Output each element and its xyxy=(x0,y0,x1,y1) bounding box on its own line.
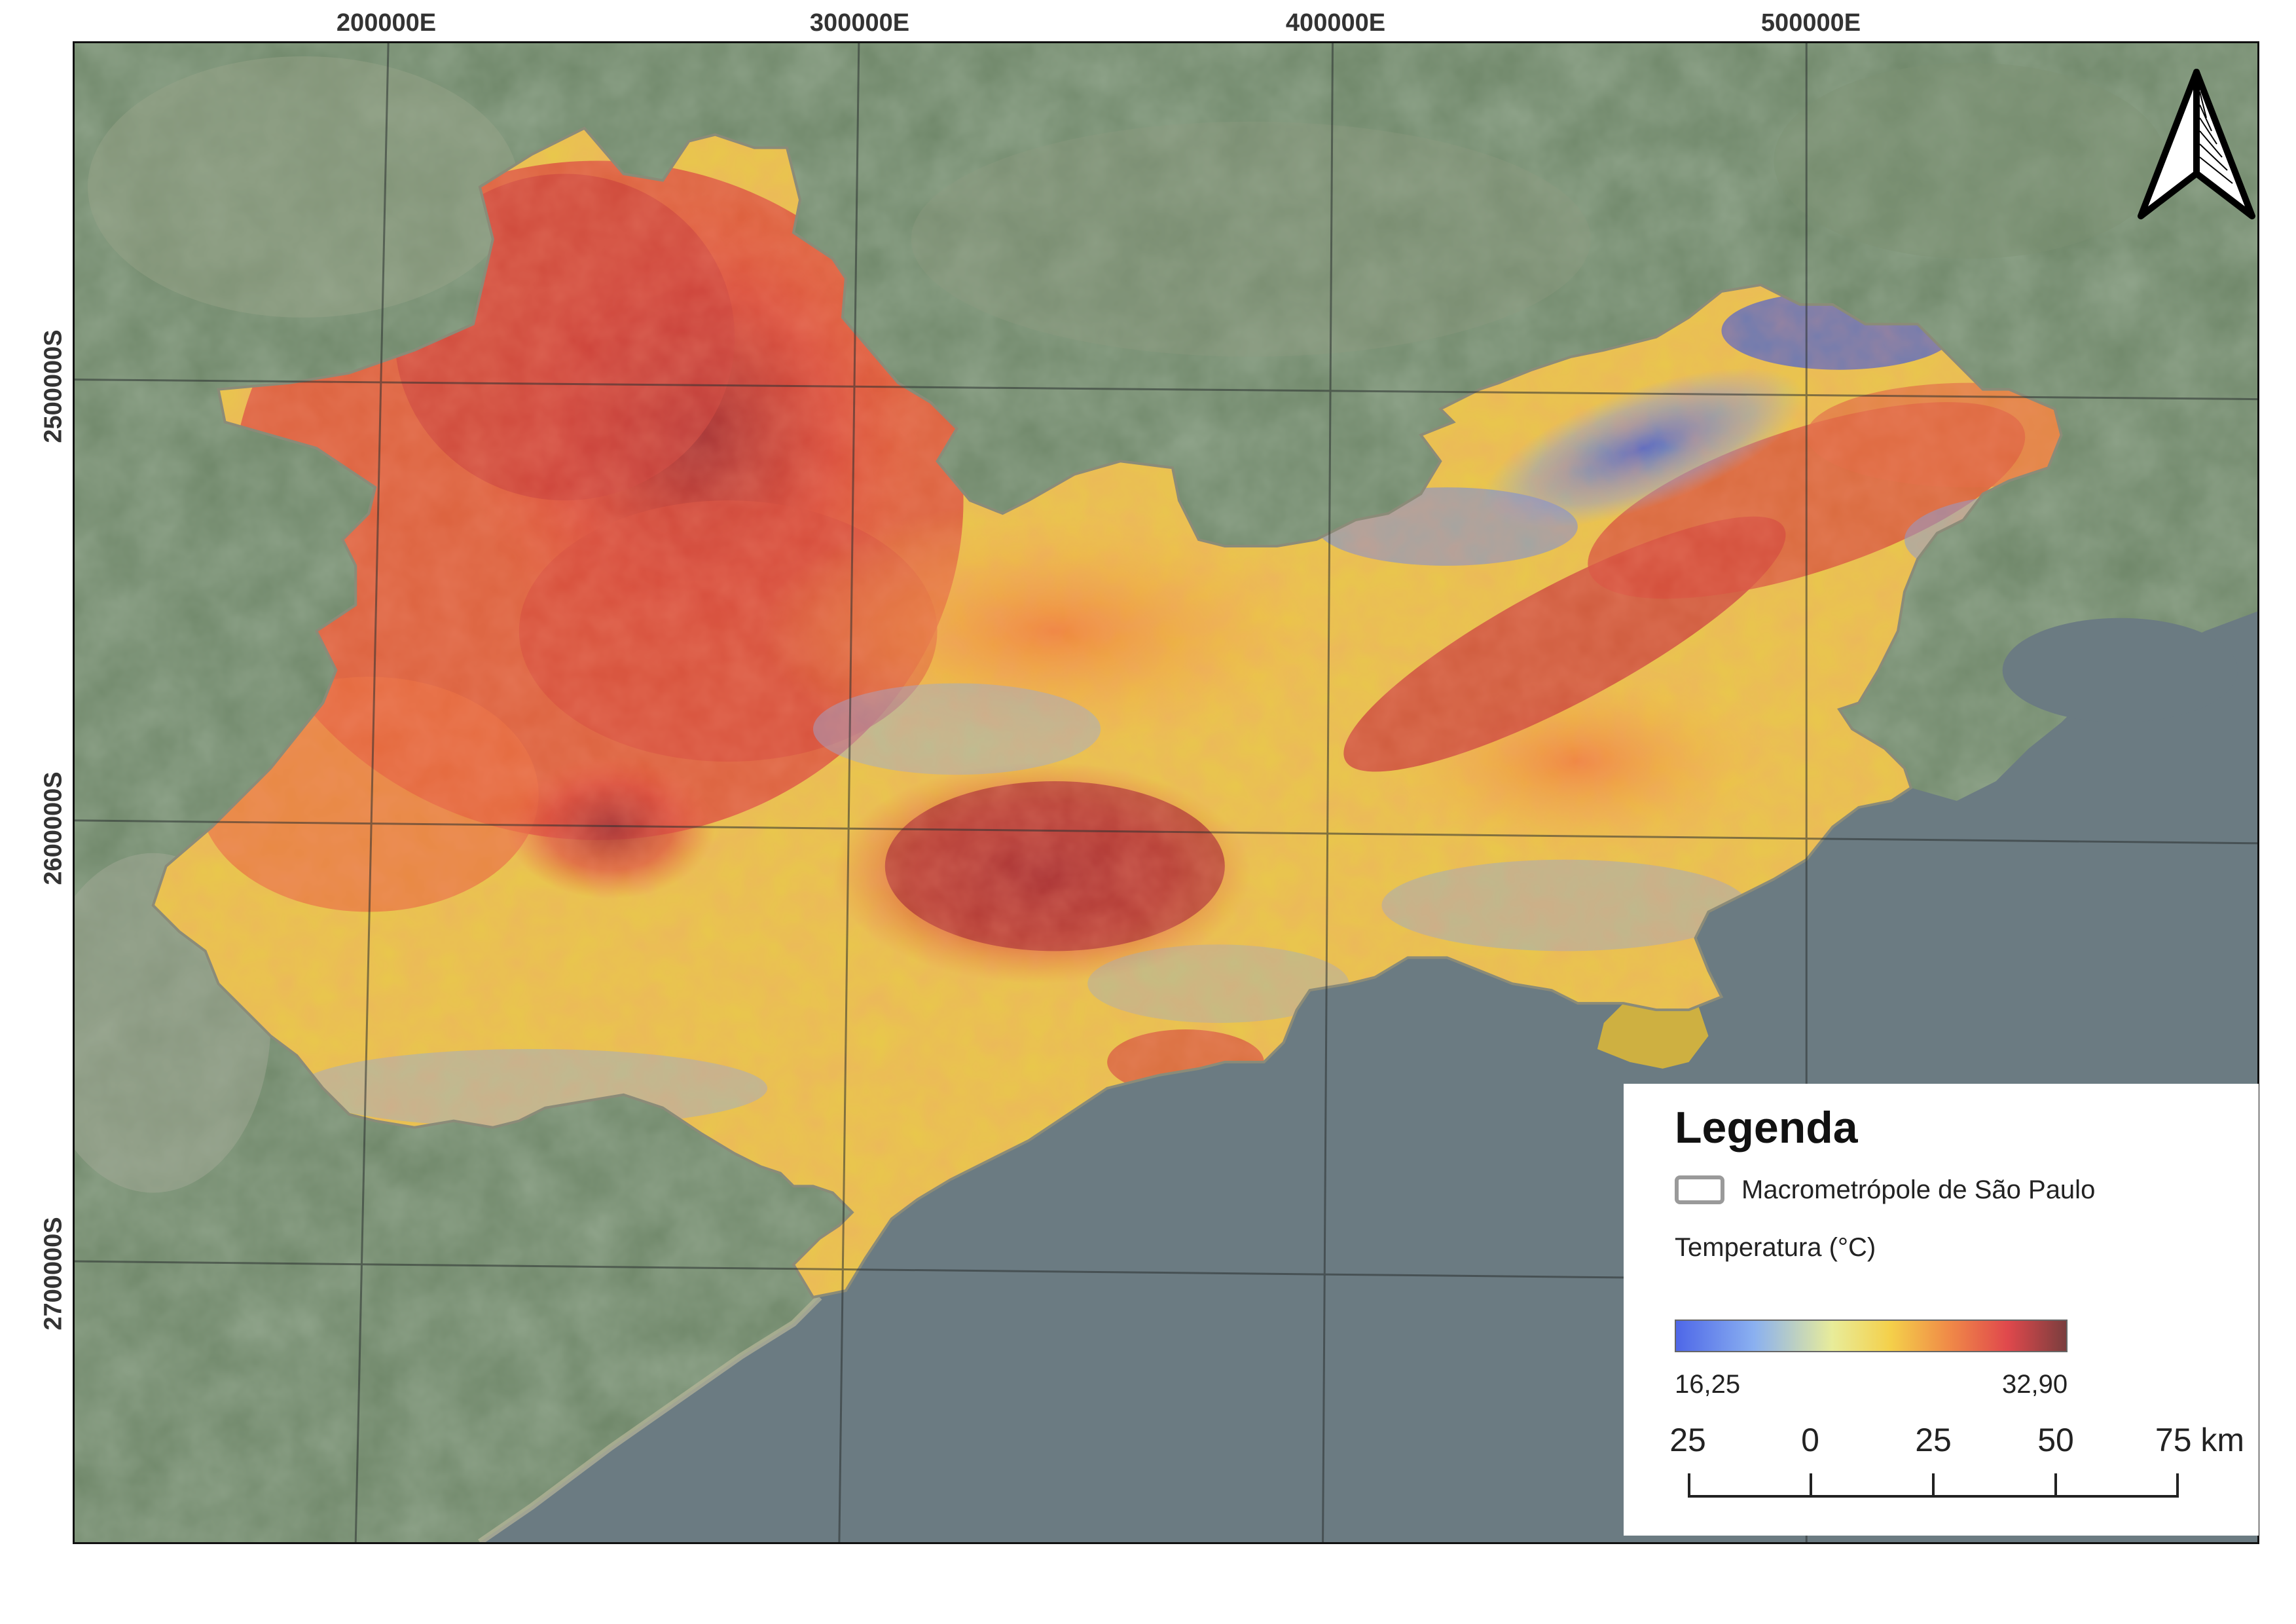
grid-label-x-200000e: 200000E xyxy=(336,9,437,37)
scale-label-25-left: 25 xyxy=(1669,1422,1706,1458)
scale-label-75-km: 75 km xyxy=(2155,1422,2245,1458)
temperature-max-label: 32,90 xyxy=(2002,1370,2068,1399)
scale-bar xyxy=(1688,1473,2179,1498)
region-outline-label: Macrometrópole de São Paulo xyxy=(1741,1175,2096,1204)
region-outline-swatch xyxy=(1675,1175,1724,1204)
temperature-color-ramp xyxy=(1675,1320,2068,1352)
north-arrow-icon xyxy=(2138,69,2255,219)
grid-label-y-2500000s: 2500000S xyxy=(39,329,67,443)
scale-label-0: 0 xyxy=(1801,1422,1819,1458)
legend-title: Legenda xyxy=(1675,1103,1858,1153)
grid-label-y-2700000s: 2700000S xyxy=(39,1217,67,1331)
scale-label-25: 25 xyxy=(1915,1422,1952,1458)
coordinate-grid xyxy=(75,43,2257,1542)
scale-label-50: 50 xyxy=(2037,1422,2074,1458)
grid-label-x-500000e: 500000E xyxy=(1760,9,1861,37)
grid-label-x-400000e: 400000E xyxy=(1285,9,1386,37)
temperature-min-label: 16,25 xyxy=(1675,1370,1741,1399)
grid-label-y-2600000s: 2600000S xyxy=(39,771,67,885)
temperature-label: Temperatura (°C) xyxy=(1675,1233,1876,1262)
grid-label-x-300000e: 300000E xyxy=(809,9,910,37)
map-legend: Legenda Macrometrópole de São Paulo Temp… xyxy=(1624,1084,2259,1536)
